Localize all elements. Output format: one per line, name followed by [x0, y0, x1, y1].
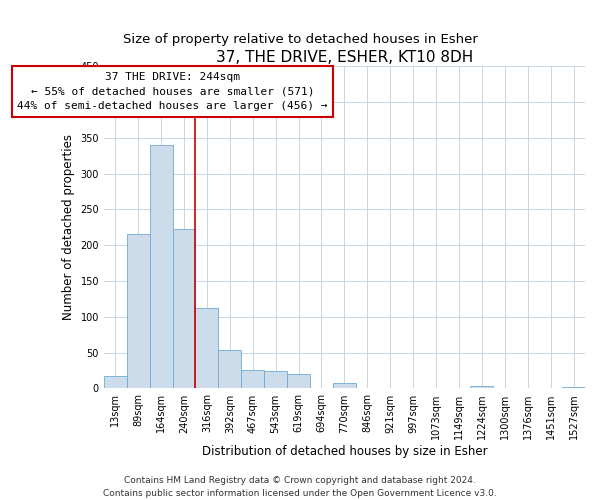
Bar [287, 374, 310, 388]
Text: 37 THE DRIVE: 244sqm
← 55% of detached houses are smaller (571)
44% of semi-deta: 37 THE DRIVE: 244sqm ← 55% of detached h… [17, 72, 328, 112]
X-axis label: Distribution of detached houses by size in Esher: Distribution of detached houses by size … [202, 444, 487, 458]
Bar [173, 230, 196, 388]
Y-axis label: Number of detached properties: Number of detached properties [62, 134, 75, 320]
Bar [562, 387, 585, 388]
Bar [333, 384, 356, 388]
Text: Size of property relative to detached houses in Esher: Size of property relative to detached ho… [122, 32, 478, 46]
Text: Contains HM Land Registry data © Crown copyright and database right 2024.
Contai: Contains HM Land Registry data © Crown c… [103, 476, 497, 498]
Bar [470, 386, 493, 388]
Title: 37, THE DRIVE, ESHER, KT10 8DH: 37, THE DRIVE, ESHER, KT10 8DH [216, 50, 473, 65]
Bar [127, 234, 149, 388]
Bar [241, 370, 264, 388]
Bar [264, 370, 287, 388]
Bar [218, 350, 241, 389]
Bar [104, 376, 127, 388]
Bar [149, 145, 173, 388]
Bar [196, 308, 218, 388]
